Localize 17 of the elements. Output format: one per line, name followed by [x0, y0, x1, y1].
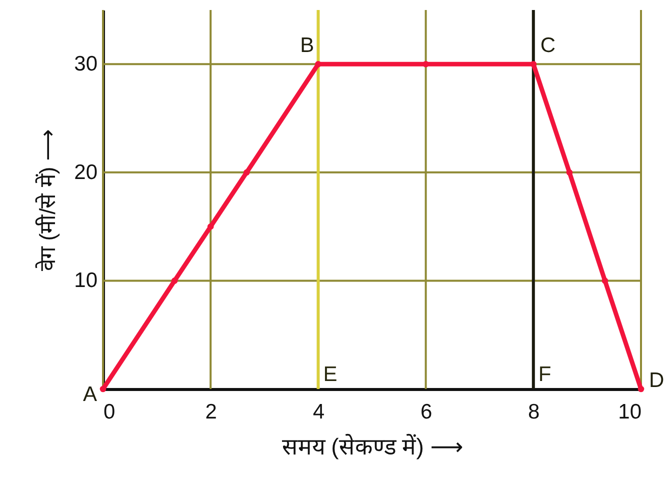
x-tick-label: 6: [420, 400, 432, 424]
x-tick-label: 0: [104, 400, 116, 424]
annotation: B: [300, 34, 314, 58]
x-axis-title: समय (सेकण्ड में) ⟶: [282, 434, 464, 460]
annotation: D: [649, 369, 664, 392]
y-tick-label: 20: [74, 160, 98, 184]
x-tick-label: 8: [528, 400, 540, 424]
annotation: A: [82, 383, 97, 406]
x-tick-label: 4: [312, 400, 325, 424]
y-tick-label: 10: [74, 269, 98, 292]
ref-line-label: E: [323, 363, 338, 386]
y-tick-label: 30: [74, 52, 98, 76]
y-axis-title: वेग (मी/से में) ⟶: [35, 129, 60, 271]
annotation: C: [540, 34, 556, 58]
x-tick-label: 2: [205, 400, 217, 424]
x-tick-label: 10: [618, 400, 642, 424]
ref-line-label: F: [538, 363, 552, 386]
